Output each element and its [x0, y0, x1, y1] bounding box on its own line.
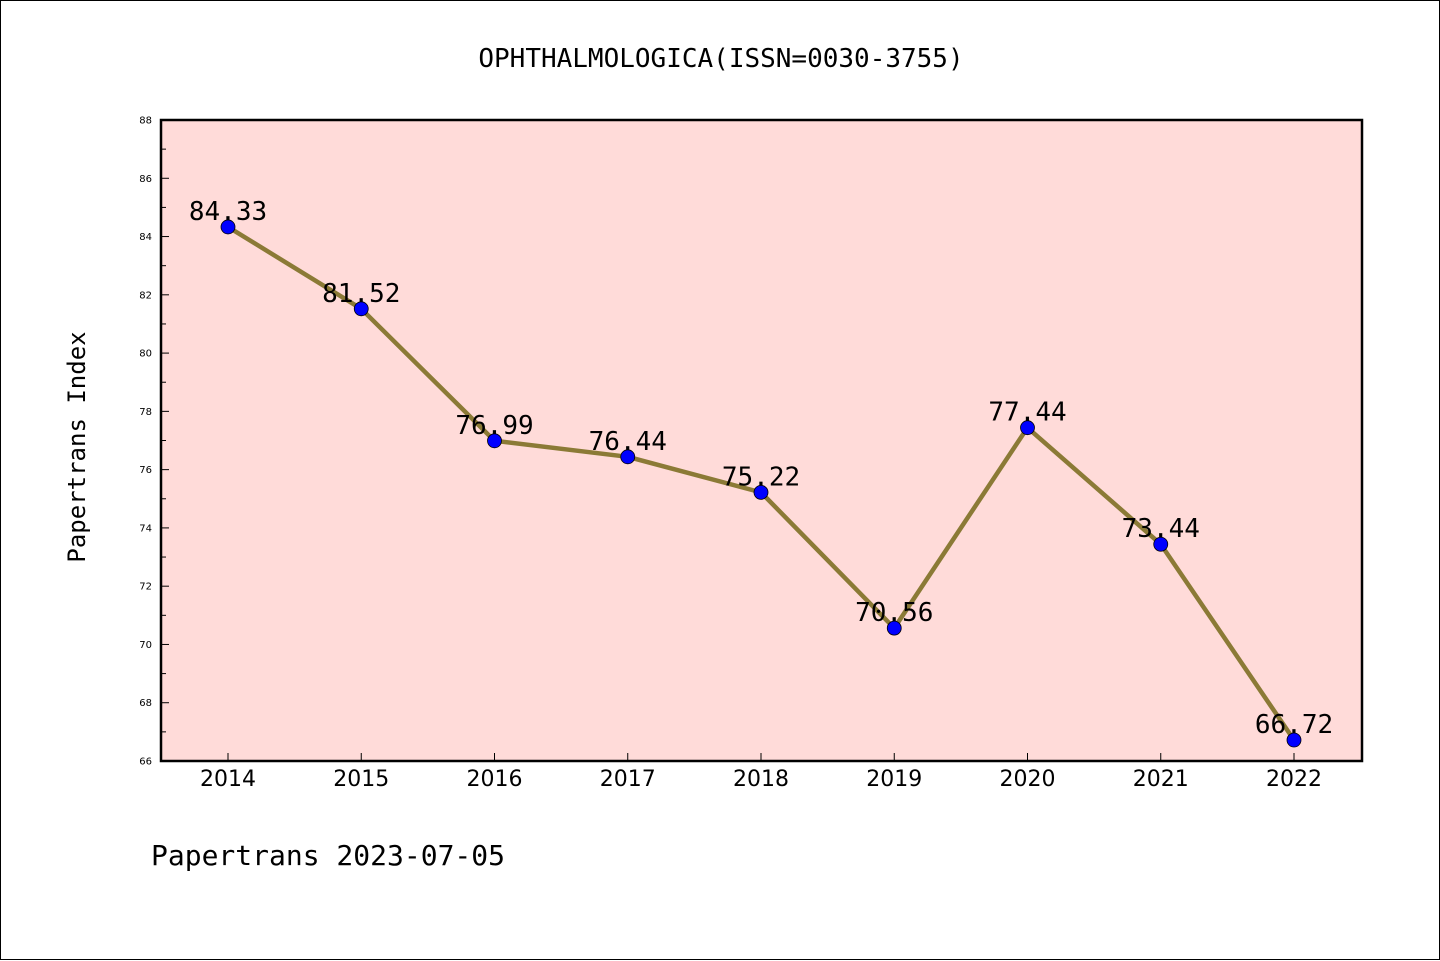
x-tick-label: 2022	[1266, 767, 1322, 792]
y-axis-label: Papertrans Index	[63, 331, 91, 562]
x-tick-label: 2015	[333, 767, 389, 792]
data-label: 77.44	[988, 398, 1066, 428]
data-labels: 84.33 81.52 76.99 76.44 75.22 70.56 77.44 73.44…	[189, 197, 1333, 740]
x-tick-label: 2017	[600, 767, 656, 792]
data-point	[886, 620, 902, 636]
y-tick-label: 86	[139, 174, 152, 185]
y-tick-label: 88	[139, 116, 152, 127]
y-tick-label: 82	[139, 290, 152, 301]
data-label: 76.44	[589, 427, 667, 457]
y-tick-label: 70	[139, 640, 152, 651]
data-point	[353, 301, 369, 317]
y-axis: 66 68 70 72 74 76 78 80 82 84 86 88	[139, 116, 169, 768]
data-label: 76.99	[455, 411, 533, 441]
data-point	[1153, 536, 1169, 552]
x-axis: 2014 2015 2016 2017 2018 2019 2020 2021 2022	[200, 753, 1322, 792]
data-label: 70.56	[855, 598, 933, 628]
data-point	[487, 433, 502, 449]
x-tick-label: 2016	[467, 767, 523, 792]
data-label: 75.22	[722, 462, 800, 492]
data-label: 84.33	[189, 197, 267, 227]
plot-area	[159, 118, 1364, 763]
x-tick-label: 2014	[200, 767, 256, 792]
y-tick-label: 76	[139, 465, 152, 476]
data-point	[753, 484, 769, 500]
data-label: 81.52	[322, 279, 400, 309]
x-tick-label: 2019	[866, 767, 922, 792]
x-tick-label: 2021	[1133, 767, 1189, 792]
y-tick-label: 66	[139, 757, 152, 768]
y-tick-label: 84	[139, 232, 152, 243]
x-tick-label: 2018	[733, 767, 789, 792]
x-tick-label: 2020	[1000, 767, 1056, 792]
y-tick-label: 74	[139, 523, 152, 534]
y-tick-label: 68	[139, 698, 152, 709]
data-markers	[220, 219, 1302, 748]
y-tick-label: 72	[139, 582, 152, 593]
data-label: 66.72	[1255, 710, 1333, 740]
data-point	[620, 449, 636, 465]
data-point	[1286, 732, 1302, 748]
data-label: 73.44	[1122, 514, 1200, 544]
y-tick-label: 78	[139, 407, 152, 418]
chart-title: OPHTHALMOLOGICA(ISSN=0030-3755)	[478, 44, 963, 74]
y-tick-label: 80	[139, 349, 152, 360]
footer-note: Papertrans 2023-07-05	[151, 839, 505, 872]
data-point	[220, 219, 236, 235]
data-point	[1020, 420, 1035, 436]
